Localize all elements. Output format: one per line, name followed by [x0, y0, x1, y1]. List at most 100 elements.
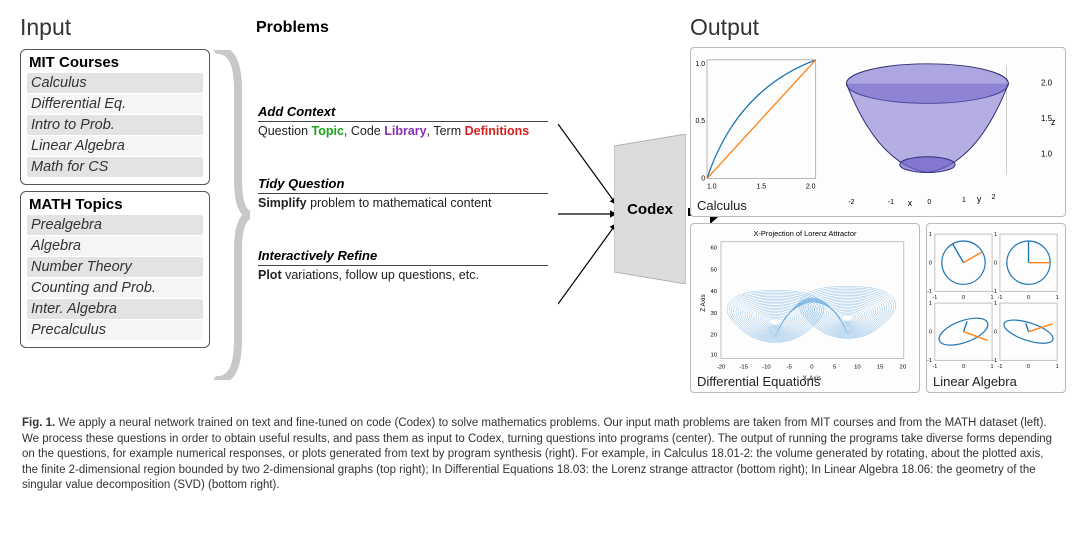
- svg-text:1: 1: [1056, 295, 1059, 301]
- definitions-word: Definitions: [465, 124, 530, 138]
- svg-text:-1: -1: [932, 295, 937, 301]
- svg-text:0: 0: [994, 330, 997, 336]
- svg-text:-20: -20: [717, 364, 726, 370]
- refine-group: Interactively Refine Plot variations, fo…: [258, 248, 548, 282]
- tidy-body: Simplify problem to mathematical content: [258, 196, 548, 210]
- refine-title: Interactively Refine: [258, 248, 548, 266]
- math-list: PrealgebraAlgebraNumber TheoryCounting a…: [27, 215, 203, 340]
- diffeq-label: Differential Equations: [697, 374, 820, 389]
- output-column: Output 1.0 0.5 0 1.0 1.5 2.0: [690, 14, 1060, 404]
- list-item: Intro to Prob.: [27, 115, 203, 135]
- calculus-plot: 1.0 0.5 0 1.0 1.5 2.0 2.0 1.5: [691, 48, 1065, 216]
- list-item: Inter. Algebra: [27, 299, 203, 319]
- list-item: Linear Algebra: [27, 136, 203, 156]
- svg-text:30: 30: [710, 311, 717, 317]
- processing-groups: Add Context Question Topic, Code Library…: [258, 104, 548, 282]
- lorenz-title: X-Projection of Lorenz Attractor: [754, 229, 857, 238]
- svg-text:-10: -10: [762, 364, 771, 370]
- lorenz-plot: X-Projection of Lorenz Attractor 60 50 4…: [691, 224, 919, 392]
- refine-body: Plot variations, follow up questions, et…: [258, 268, 548, 282]
- mit-courses-panel: MIT Courses CalculusDifferential Eq.Intr…: [20, 49, 210, 185]
- svg-text:0: 0: [962, 364, 965, 370]
- middle-column: Problems Add Context Question Topic, Cod…: [218, 14, 682, 404]
- svg-text:0: 0: [994, 261, 997, 267]
- curly-brace-icon: [212, 50, 250, 380]
- add-prefix: Question: [258, 124, 312, 138]
- svg-text:10: 10: [710, 352, 717, 358]
- math-topics-panel: MATH Topics PrealgebraAlgebraNumber Theo…: [20, 191, 210, 348]
- list-item: Differential Eq.: [27, 94, 203, 114]
- svg-text:-1: -1: [992, 289, 997, 295]
- svg-text:-1: -1: [927, 358, 932, 364]
- svg-text:1.0: 1.0: [707, 183, 717, 190]
- svg-text:1: 1: [1056, 364, 1059, 370]
- refine-rest: variations, follow up questions, etc.: [282, 268, 479, 282]
- svg-text:0: 0: [929, 330, 932, 336]
- svg-text:0: 0: [962, 295, 965, 301]
- svg-text:60: 60: [710, 246, 717, 252]
- svg-text:-1: -1: [998, 364, 1003, 370]
- codex-label: Codex: [627, 201, 673, 218]
- svg-text:1.0: 1.0: [1041, 150, 1053, 159]
- topic-word: Topic: [312, 124, 344, 138]
- arrows-to-codex-icon: [558, 104, 618, 324]
- math-title: MATH Topics: [27, 196, 203, 213]
- list-item: Counting and Prob.: [27, 278, 203, 298]
- mit-title: MIT Courses: [27, 54, 203, 71]
- svg-text:50: 50: [710, 267, 717, 273]
- svg-text:1: 1: [994, 301, 997, 307]
- svg-text:1: 1: [994, 232, 997, 238]
- svg-text:2.0: 2.0: [806, 183, 816, 190]
- codex-block: Codex: [614, 134, 686, 284]
- svg-text:0: 0: [1027, 295, 1030, 301]
- list-item: Prealgebra: [27, 215, 203, 235]
- tidy-title: Tidy Question: [258, 176, 548, 194]
- add-context-body: Question Topic, Code Library, Term Defin…: [258, 124, 548, 138]
- svg-text:z: z: [1051, 117, 1055, 127]
- svg-text:5: 5: [833, 364, 837, 370]
- svg-text:-15: -15: [739, 364, 748, 370]
- svg-text:15: 15: [877, 364, 884, 370]
- tidy-question-group: Tidy Question Simplify problem to mathem…: [258, 176, 548, 210]
- add-context-title: Add Context: [258, 104, 548, 122]
- svg-text:0: 0: [1027, 364, 1030, 370]
- refine-bold: Plot: [258, 268, 282, 282]
- tidy-rest: problem to mathematical content: [307, 196, 492, 210]
- svg-text:-2: -2: [848, 199, 854, 206]
- svg-text:-1: -1: [992, 358, 997, 364]
- svg-text:0: 0: [927, 199, 931, 206]
- figure-row: Input MIT Courses CalculusDifferential E…: [20, 14, 1060, 404]
- svg-text:40: 40: [710, 289, 717, 295]
- svg-text:2.0: 2.0: [1041, 79, 1053, 88]
- calculus-panel: 1.0 0.5 0 1.0 1.5 2.0 2.0 1.5: [690, 47, 1066, 217]
- add-mid2: , Term: [427, 124, 465, 138]
- input-heading: Input: [20, 14, 210, 41]
- svd-plots: -1-10011-1-10011-1-10011-1-10011: [927, 224, 1065, 392]
- svg-text:-1: -1: [927, 289, 932, 295]
- list-item: Math for CS: [27, 157, 203, 177]
- list-item: Number Theory: [27, 257, 203, 277]
- add-mid1: , Code: [344, 124, 384, 138]
- svg-text:1: 1: [991, 364, 994, 370]
- svg-text:1: 1: [929, 232, 932, 238]
- figure-caption: Fig. 1. We apply a neural network traine…: [20, 416, 1060, 494]
- svg-text:-1: -1: [888, 199, 894, 206]
- svg-text:1.5: 1.5: [756, 183, 766, 190]
- list-item: Calculus: [27, 73, 203, 93]
- svg-text:0.5: 0.5: [695, 118, 705, 125]
- output-heading: Output: [690, 14, 759, 41]
- caption-text: We apply a neural network trained on tex…: [22, 417, 1052, 491]
- svg-text:1.0: 1.0: [695, 61, 705, 68]
- diffeq-panel: X-Projection of Lorenz Attractor 60 50 4…: [690, 223, 920, 393]
- linalg-label: Linear Algebra: [933, 374, 1017, 389]
- calculus-label: Calculus: [697, 198, 747, 213]
- svg-text:0: 0: [701, 175, 705, 182]
- svg-text:0: 0: [810, 364, 814, 370]
- svg-text:Z Axis: Z Axis: [700, 294, 707, 311]
- svg-text:y: y: [977, 194, 982, 204]
- list-item: Algebra: [27, 236, 203, 256]
- svg-text:-1: -1: [932, 364, 937, 370]
- svg-text:1: 1: [962, 197, 966, 204]
- svg-text:1: 1: [929, 301, 932, 307]
- mit-list: CalculusDifferential Eq.Intro to Prob.Li…: [27, 73, 203, 177]
